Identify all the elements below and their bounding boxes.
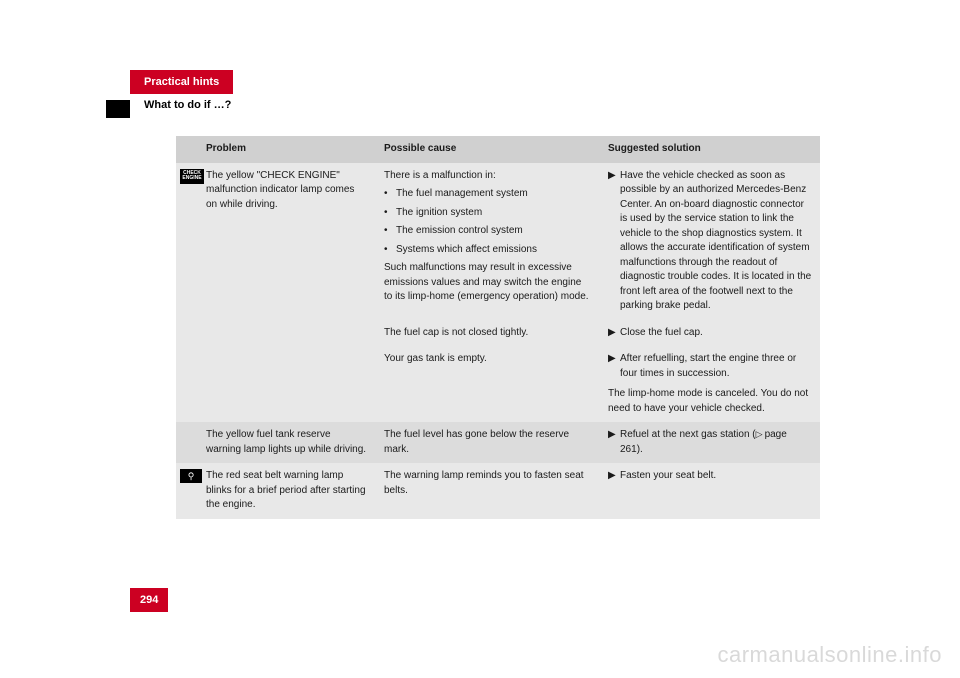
cell-problem xyxy=(206,320,376,347)
manual-page: Practical hints What to do if …? Problem… xyxy=(130,70,830,519)
cell-icon xyxy=(176,346,206,422)
section-tab: Practical hints xyxy=(130,70,233,94)
table-row: Your gas tank is empty. ▶ After refuelli… xyxy=(176,346,820,422)
table-row: ⚲ The red seat belt warning lamp blinks … xyxy=(176,463,820,519)
check-engine-icon: CHECK ENGINE xyxy=(180,169,204,184)
watermark: carmanualsonline.info xyxy=(717,642,942,668)
cell-problem xyxy=(206,346,376,422)
cause-intro: There is a malfunction in: xyxy=(384,169,592,184)
page-ref-icon xyxy=(756,429,765,440)
col-cause-head: Possible cause xyxy=(376,136,600,163)
solution-extra: The limp-home mode is canceled. You do n… xyxy=(608,387,812,416)
solution-marker-icon: ▶ xyxy=(608,469,620,484)
cell-solution: ▶ After refuelling, start the engine thr… xyxy=(600,346,820,422)
cell-solution: ▶ Close the fuel cap. xyxy=(600,320,820,347)
solution-text: Have the vehicle checked as soon as poss… xyxy=(620,169,812,314)
cause-bullet: The ignition system xyxy=(384,206,592,221)
cell-cause: Your gas tank is empty. xyxy=(376,346,600,422)
cause-bullet: Systems which affect emissions xyxy=(384,243,592,258)
troubleshoot-table: Problem Possible cause Suggested solutio… xyxy=(176,136,820,519)
table-row: CHECK ENGINE The yellow "CHECK ENGINE" m… xyxy=(176,163,820,320)
solution-text: Fasten your seat belt. xyxy=(620,469,812,484)
solution-marker-icon: ▶ xyxy=(608,169,620,314)
table-header-row: Problem Possible cause Suggested solutio… xyxy=(176,136,820,163)
col-icon-head xyxy=(176,136,206,163)
seatbelt-icon: ⚲ xyxy=(180,469,202,483)
solution-text: Refuel at the next gas station (page 261… xyxy=(620,428,812,457)
section-subtitle: What to do if …? xyxy=(130,94,830,116)
cause-bullet: The emission control system xyxy=(384,224,592,239)
page-number: 294 xyxy=(130,588,168,612)
cell-solution: ▶ Fasten your seat belt. xyxy=(600,463,820,519)
cell-cause: The fuel cap is not closed tightly. xyxy=(376,320,600,347)
cell-icon xyxy=(176,320,206,347)
table-row: The fuel cap is not closed tightly. ▶ Cl… xyxy=(176,320,820,347)
table-row: The yellow fuel tank reserve warning lam… xyxy=(176,422,820,463)
cell-solution: ▶ Refuel at the next gas station (page 2… xyxy=(600,422,820,463)
cell-icon: ⚲ xyxy=(176,463,206,519)
solution-marker-icon: ▶ xyxy=(608,326,620,341)
cell-cause: The fuel level has gone below the reserv… xyxy=(376,422,600,463)
cause-bullets: The fuel management system The ignition … xyxy=(384,187,592,257)
cause-outro: Such malfunctions may result in excessiv… xyxy=(384,261,592,305)
cell-problem: The yellow fuel tank reserve warning lam… xyxy=(206,422,376,463)
solution-text-pre: Refuel at the next gas station ( xyxy=(620,429,756,440)
solution-text: After refuelling, start the engine three… xyxy=(620,352,812,381)
cell-solution: ▶ Have the vehicle checked as soon as po… xyxy=(600,163,820,320)
cell-cause: There is a malfunction in: The fuel mana… xyxy=(376,163,600,320)
solution-marker-icon: ▶ xyxy=(608,352,620,381)
section-marker xyxy=(106,100,130,118)
solution-marker-icon: ▶ xyxy=(608,428,620,457)
solution-text-post: ). xyxy=(637,444,643,455)
col-problem-head: Problem xyxy=(206,136,376,163)
cause-bullet: The fuel management system xyxy=(384,187,592,202)
cell-icon: CHECK ENGINE xyxy=(176,163,206,320)
cell-icon xyxy=(176,422,206,463)
cell-problem: The yellow "CHECK ENGINE" malfunction in… xyxy=(206,163,376,320)
col-solution-head: Suggested solution xyxy=(600,136,820,163)
solution-text: Close the fuel cap. xyxy=(620,326,812,341)
cell-cause: The warning lamp reminds you to fasten s… xyxy=(376,463,600,519)
cell-problem: The red seat belt warning lamp blinks fo… xyxy=(206,463,376,519)
